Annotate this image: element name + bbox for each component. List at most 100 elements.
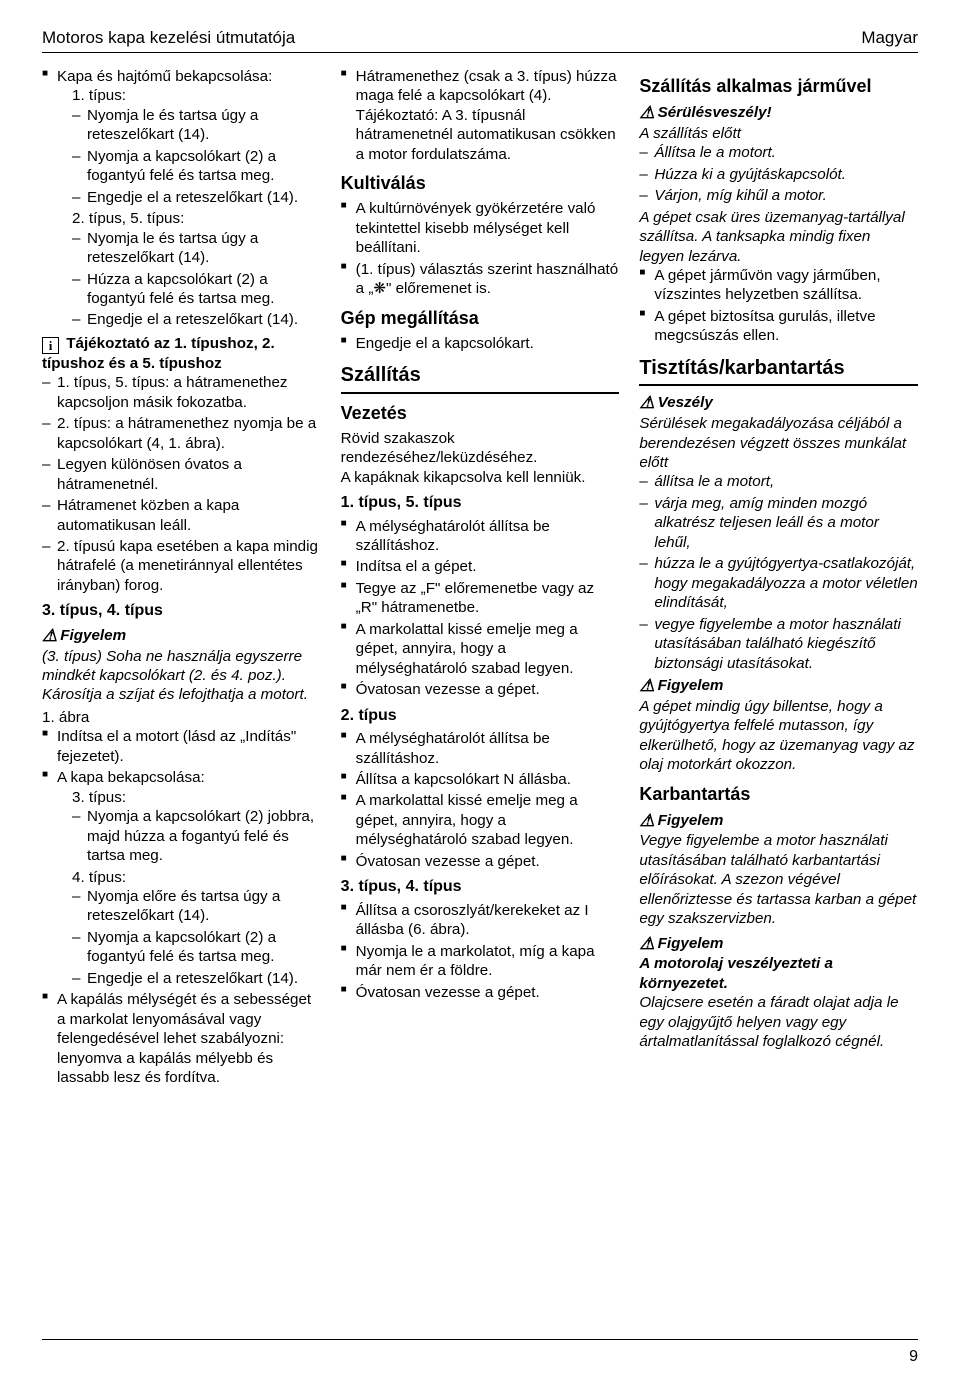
paragraph: Vegye figyelembe a motor használati utas… — [639, 831, 918, 928]
note: Hátramenet közben a kapa automatikusan l… — [42, 496, 321, 535]
step: húzza le a gyújtógyertya-csatlakozóját, … — [639, 554, 918, 612]
step: Hátramenethez (csak a 3. típus) húzza ma… — [341, 67, 620, 164]
text: Kapa és hajtómű bekapcsolása: — [57, 68, 272, 85]
subheading: Szállítás alkalmas járművel — [639, 75, 918, 98]
step: Óvatosan vezesse a gépet. — [341, 680, 620, 699]
step: Nyomja a kapcsolókart (2) a fogantyú fel… — [72, 928, 321, 967]
attention-heading: ⚠Figyelem — [42, 625, 321, 647]
label: Veszély — [658, 394, 713, 411]
step: Húzza ki a gyújtáskapcsolót. — [639, 165, 918, 184]
step: A kapálás mélységét és a sebességet a ma… — [42, 990, 321, 1087]
step: Állítsa a csoroszlyát/kerekeket az I áll… — [341, 901, 620, 940]
step: Nyomja le és tartsa úgy a reteszelőkart … — [72, 106, 321, 145]
info-icon: i — [42, 337, 59, 354]
paragraph: A gépet csak üres üzemanyag-tartállyal s… — [639, 208, 918, 266]
attention-text: (3. típus) Soha ne használja egyszerre m… — [42, 647, 321, 705]
step: állítsa le a motort, — [639, 472, 918, 491]
label: Figyelem — [658, 677, 724, 694]
step: A kapa bekapcsolása: 3. típus: Nyomja a … — [42, 768, 321, 988]
attention-heading: ⚠Figyelem — [639, 810, 918, 832]
warning-icon: ⚠ — [42, 625, 57, 647]
warning-icon: ⚠ — [639, 675, 654, 697]
section-heading: Szállítás — [341, 363, 620, 394]
step: Húzza a kapcsolókart (2) a fogantyú felé… — [72, 270, 321, 309]
step: A mélységhatárolót állítsa be szállításh… — [341, 729, 620, 768]
subheading: 3. típus, 4. típus — [42, 601, 321, 621]
subheading: 2. típus — [341, 706, 620, 726]
step: A gépet járművön vagy járműben, vízszint… — [639, 266, 918, 305]
paragraph: Olajcsere esetén a fáradt olajat adja le… — [639, 993, 918, 1051]
step: Nyomja a kapcsolókart (2) jobbra, majd h… — [72, 807, 321, 865]
step: vegye figyelembe a motor használati utas… — [639, 615, 918, 673]
danger-heading: ⚠Veszély — [639, 392, 918, 414]
footer-rule — [42, 1339, 918, 1340]
danger-heading: ⚠Sérülésveszély! — [639, 102, 918, 124]
column-2: Hátramenethez (csak a 3. típus) húzza ma… — [341, 67, 620, 1090]
step: Állítsa le a motort. — [639, 143, 918, 162]
step: Várjon, míg kihűl a motor. — [639, 186, 918, 205]
step: A gépet biztosítsa gurulás, illetve megc… — [639, 307, 918, 346]
type-label: 2. típus, 5. típus: — [72, 209, 321, 228]
step: A mélységhatárolót állítsa be szállításh… — [341, 517, 620, 556]
warning-icon: ⚠ — [639, 810, 654, 832]
paragraph: Rövid szakaszok rendezéséhez/leküzdéséhe… — [341, 429, 620, 468]
subheading: Karbantartás — [639, 783, 918, 806]
warning-icon: ⚠ — [639, 933, 654, 955]
column-1: Kapa és hajtómű bekapcsolása: 1. típus: … — [42, 67, 321, 1090]
note: 2. típusú kapa esetében a kapa mindig há… — [42, 537, 321, 595]
warning-icon: ⚠ — [639, 102, 654, 124]
step: Nyomja le és tartsa úgy a reteszelőkart … — [72, 229, 321, 268]
note: 2. típus: a hátramenethez nyomja be a ka… — [42, 414, 321, 453]
content-columns: Kapa és hajtómű bekapcsolása: 1. típus: … — [42, 67, 918, 1090]
step: Nyomja le a markolatot, míg a kapa már n… — [341, 942, 620, 981]
step: A markolattal kissé emelje meg a gépet, … — [341, 620, 620, 678]
step: Óvatosan vezesse a gépet. — [341, 983, 620, 1002]
gear-icon: ❋ — [373, 281, 386, 296]
step: A kultúrnövények gyökérzetére való tekin… — [341, 199, 620, 257]
step: Tegye az „F" előremenetbe vagy az „R" há… — [341, 579, 620, 618]
section-heading: Tisztítás/karbantartás — [639, 356, 918, 387]
step: Engedje el a reteszelőkart (14). — [72, 310, 321, 329]
label: Sérülésveszély! — [658, 104, 772, 121]
step: Indítsa el a gépet. — [341, 557, 620, 576]
figure-ref: 1. ábra — [42, 708, 321, 727]
subheading: Kultiválás — [341, 172, 620, 195]
text: " előremenet is. — [386, 280, 491, 297]
step: Indítsa el a motort (lásd az „Indítás" f… — [42, 727, 321, 766]
subheading: Gép megállítása — [341, 307, 620, 330]
type-label: 4. típus: — [72, 868, 321, 887]
step: Nyomja előre és tartsa úgy a reteszelőka… — [72, 887, 321, 926]
text: A kapa bekapcsolása: — [57, 769, 205, 786]
info-title: Tájékoztató az 1. típushoz, 2. típushoz … — [42, 335, 275, 372]
subtitle: A motorolaj veszélyezteti a környezetet. — [639, 954, 918, 993]
note: Legyen különösen óvatos a hátramenetnél. — [42, 455, 321, 494]
column-3: Szállítás alkalmas járművel ⚠Sérülésvesz… — [639, 67, 918, 1090]
step: Engedje el a reteszelőkart (14). — [72, 188, 321, 207]
paragraph: A gépet mindig úgy billentse, hogy a gyú… — [639, 697, 918, 775]
step: Óvatosan vezesse a gépet. — [341, 852, 620, 871]
header-right: Magyar — [861, 28, 918, 48]
step: (1. típus) választás szerint használható… — [341, 260, 620, 299]
page-number: 9 — [909, 1348, 918, 1366]
page-header: Motoros kapa kezelési útmutatója Magyar — [42, 28, 918, 53]
subheading: 1. típus, 5. típus — [341, 493, 620, 513]
label: Figyelem — [658, 935, 724, 952]
subheading: Vezetés — [341, 402, 620, 425]
attention-heading: ⚠Figyelem — [639, 933, 918, 955]
subheading: 3. típus, 4. típus — [341, 877, 620, 897]
step: Állítsa a kapcsolókart N állásba. — [341, 770, 620, 789]
c1-item: Kapa és hajtómű bekapcsolása: 1. típus: … — [42, 67, 321, 330]
label: Figyelem — [60, 627, 126, 644]
warning-icon: ⚠ — [639, 392, 654, 414]
paragraph: A szállítás előtt — [639, 124, 918, 143]
note: 1. típus, 5. típus: a hátramenethez kapc… — [42, 373, 321, 412]
type-label: 3. típus: — [72, 788, 321, 807]
step: várja meg, amíg minden mozgó alkatrész t… — [639, 494, 918, 552]
step: A markolattal kissé emelje meg a gépet, … — [341, 791, 620, 849]
type-label: 1. típus: — [72, 86, 321, 105]
paragraph: Sérülések megakadályozása céljából a ber… — [639, 414, 918, 472]
step: Engedje el a kapcsolókart. — [341, 334, 620, 353]
step: Nyomja a kapcsolókart (2) a fogantyú fel… — [72, 147, 321, 186]
step: Engedje el a reteszelőkart (14). — [72, 969, 321, 988]
label: Figyelem — [658, 812, 724, 829]
